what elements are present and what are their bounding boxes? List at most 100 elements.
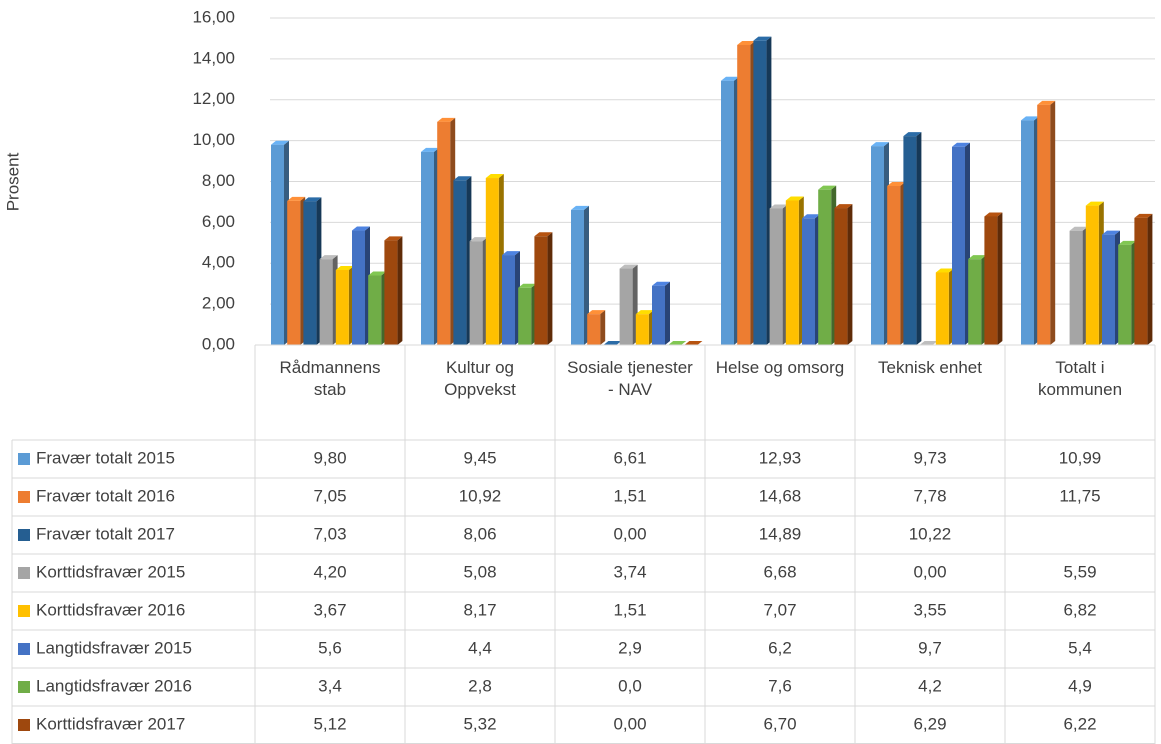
table-value: 4,20 xyxy=(313,562,346,581)
bar-side xyxy=(584,205,589,345)
bar xyxy=(968,255,987,345)
bar-front xyxy=(721,80,734,345)
bar-side xyxy=(997,212,1003,345)
bar-top xyxy=(769,204,788,209)
bar-top xyxy=(287,196,306,201)
bar-top xyxy=(802,214,820,219)
bar xyxy=(1069,226,1088,345)
bar-top xyxy=(1085,201,1104,206)
bar-top xyxy=(518,283,537,288)
bar-top xyxy=(919,341,938,345)
bar xyxy=(271,140,289,345)
bar xyxy=(485,174,504,345)
bar xyxy=(887,181,906,345)
bar-top xyxy=(1102,230,1120,235)
bar xyxy=(603,341,622,345)
table-value: 0,00 xyxy=(913,562,946,581)
table-value: 1,51 xyxy=(613,486,646,505)
bar xyxy=(335,265,354,345)
bar-top xyxy=(968,255,987,260)
bar-front xyxy=(368,275,382,345)
table-value: 3,74 xyxy=(613,562,646,581)
bar-top xyxy=(668,341,687,345)
bar-top xyxy=(818,185,837,190)
legend-label: Fravær totalt 2017 xyxy=(36,524,175,543)
table-value: 9,7 xyxy=(918,638,942,657)
bar-front xyxy=(1134,217,1148,345)
bar xyxy=(303,197,322,345)
table-value: 0,00 xyxy=(613,714,646,733)
bar-front xyxy=(1037,104,1051,345)
legend-swatch xyxy=(18,567,30,579)
table-value: 3,55 xyxy=(913,600,946,619)
table-value: 6,2 xyxy=(768,638,792,657)
category-cell: Totalt i kommunen xyxy=(1038,358,1122,399)
bar xyxy=(952,142,970,345)
legend-label: Langtidsfravær 2015 xyxy=(36,638,192,657)
bar-top xyxy=(984,212,1003,217)
y-tick-label: 6,00 xyxy=(202,212,235,231)
bar xyxy=(721,76,739,345)
table-value: 2,8 xyxy=(468,676,492,695)
bar-front xyxy=(437,121,451,345)
table-value: 9,80 xyxy=(313,448,346,467)
table-value: 10,92 xyxy=(459,486,502,505)
legend-label: Fravær totalt 2015 xyxy=(36,448,175,467)
bar-front xyxy=(303,201,317,345)
bar-top xyxy=(652,281,670,286)
y-tick-label: 4,00 xyxy=(202,253,235,272)
bar-top xyxy=(319,255,338,260)
bar xyxy=(287,196,306,345)
bar-front xyxy=(737,44,751,345)
bar-top xyxy=(887,181,906,186)
bar-front xyxy=(421,151,434,345)
bar xyxy=(421,147,439,345)
table-value: 8,06 xyxy=(463,524,496,543)
bar xyxy=(534,232,553,345)
legend-label: Langtidsfravær 2016 xyxy=(36,676,192,695)
legend-label: Korttidsfravær 2016 xyxy=(36,600,185,619)
bar-front xyxy=(1102,234,1115,345)
table-value: 0,00 xyxy=(613,524,646,543)
bar-front xyxy=(352,230,365,345)
table-value: 5,59 xyxy=(1063,562,1096,581)
bar-top xyxy=(271,140,289,145)
bar-front xyxy=(652,285,665,345)
bar-top xyxy=(785,196,804,201)
table-value: 5,08 xyxy=(463,562,496,581)
bar-top xyxy=(421,147,439,152)
bar-top xyxy=(721,76,739,81)
bar-front xyxy=(518,287,532,345)
table-value: 6,82 xyxy=(1063,600,1096,619)
bar-top xyxy=(952,142,970,147)
bar xyxy=(571,205,589,345)
bar-side xyxy=(600,310,606,345)
bar-front xyxy=(384,240,398,345)
bar-top xyxy=(603,341,622,345)
bar-front xyxy=(287,200,301,345)
bar xyxy=(871,142,889,345)
bar-front xyxy=(952,146,965,345)
table-value: 6,22 xyxy=(1063,714,1096,733)
table-value: 6,70 xyxy=(763,714,796,733)
legend-swatch xyxy=(18,491,30,503)
table-value: 9,45 xyxy=(463,448,496,467)
bar-front xyxy=(485,178,499,345)
bar xyxy=(652,281,670,345)
bar-top xyxy=(1134,213,1153,218)
bar-front xyxy=(619,268,633,345)
bar-front xyxy=(1118,244,1132,345)
category-cell: Teknisk enhet xyxy=(878,358,982,377)
table-value: 9,73 xyxy=(913,448,946,467)
table-value: 4,4 xyxy=(468,638,492,657)
bar xyxy=(1021,116,1039,345)
bar-side xyxy=(1147,213,1153,345)
legend-swatch xyxy=(18,643,30,655)
bar xyxy=(469,237,488,345)
bar-top xyxy=(753,36,772,41)
table-value: 14,89 xyxy=(759,524,802,543)
bar-top xyxy=(437,117,456,122)
bar xyxy=(619,264,638,345)
bar xyxy=(1037,100,1056,345)
bar-top xyxy=(303,197,322,202)
